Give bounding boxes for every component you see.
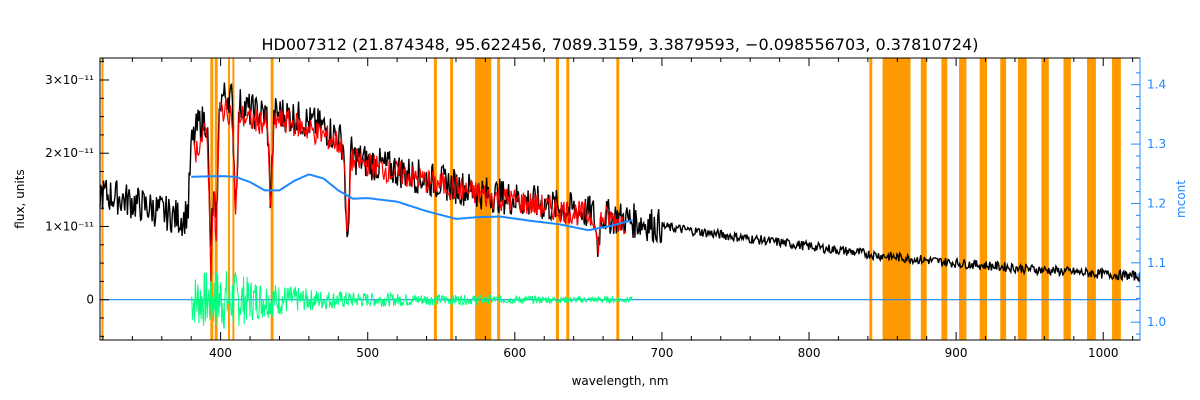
masked-region	[232, 58, 235, 340]
x-tick-label: 1000	[1088, 346, 1119, 360]
masked-region	[270, 58, 274, 340]
masked-region	[433, 58, 437, 340]
masked-region	[616, 58, 620, 340]
masked-region	[869, 58, 873, 340]
continuum-path	[191, 173, 633, 232]
y-tick-label: 2×10⁻¹¹	[45, 146, 94, 160]
masked-region	[214, 58, 218, 340]
masked-region	[959, 58, 967, 340]
masked-region	[1112, 58, 1121, 340]
x-tick-label: 900	[945, 346, 968, 360]
y2-tick-label: 1.4	[1147, 78, 1166, 92]
x-tick-label: 400	[209, 346, 232, 360]
y-tick-label: 3×10⁻¹¹	[45, 73, 94, 87]
y2-tick-label: 1.2	[1147, 196, 1166, 210]
x-tick-label: 600	[503, 346, 526, 360]
masked-region	[1041, 58, 1049, 340]
y-axis-ticks: 0 1×10⁻¹¹ 2×10⁻¹¹ 3×10⁻¹¹	[45, 61, 109, 337]
continuum-series	[191, 173, 633, 232]
x-tick-label: 700	[650, 346, 673, 360]
y2-axis-ticks: 1.0 1.1 1.2 1.3 1.4	[1131, 72, 1166, 335]
masked-region	[227, 58, 230, 340]
masked-regions	[101, 58, 1121, 340]
masked-region	[920, 58, 927, 340]
y-tick-label: 0	[86, 293, 94, 307]
x-axis-ticks: 400 500 600 700 800 900 1000	[102, 58, 1134, 360]
chart-title: HD007312 (21.874348, 95.622456, 7089.315…	[262, 35, 979, 54]
model-spectrum-series	[193, 97, 626, 282]
masked-region	[882, 58, 911, 340]
y2-tick-label: 1.1	[1147, 256, 1166, 270]
masked-region	[475, 58, 492, 340]
y2-axis-label: mcont	[1174, 180, 1188, 218]
x-axis-label: wavelength, nm	[572, 374, 669, 388]
masked-region	[566, 58, 570, 340]
x-tick-label: 800	[798, 346, 821, 360]
masked-region	[941, 58, 948, 340]
y2-tick-label: 1.3	[1147, 137, 1166, 151]
y-tick-label: 1×10⁻¹¹	[45, 219, 94, 233]
masked-region	[1000, 58, 1007, 340]
masked-region	[979, 58, 988, 340]
x-tick-label: 500	[356, 346, 379, 360]
masked-region	[1087, 58, 1096, 340]
y-axis-label: flux, units	[13, 169, 27, 228]
masked-region	[450, 58, 454, 340]
model-spectrum-path	[193, 97, 626, 282]
masked-region	[1017, 58, 1027, 340]
masked-region	[210, 58, 214, 340]
residual-series	[190, 270, 633, 329]
residual-path	[190, 270, 633, 329]
masked-region	[1063, 58, 1071, 340]
y2-tick-label: 1.0	[1147, 315, 1166, 329]
